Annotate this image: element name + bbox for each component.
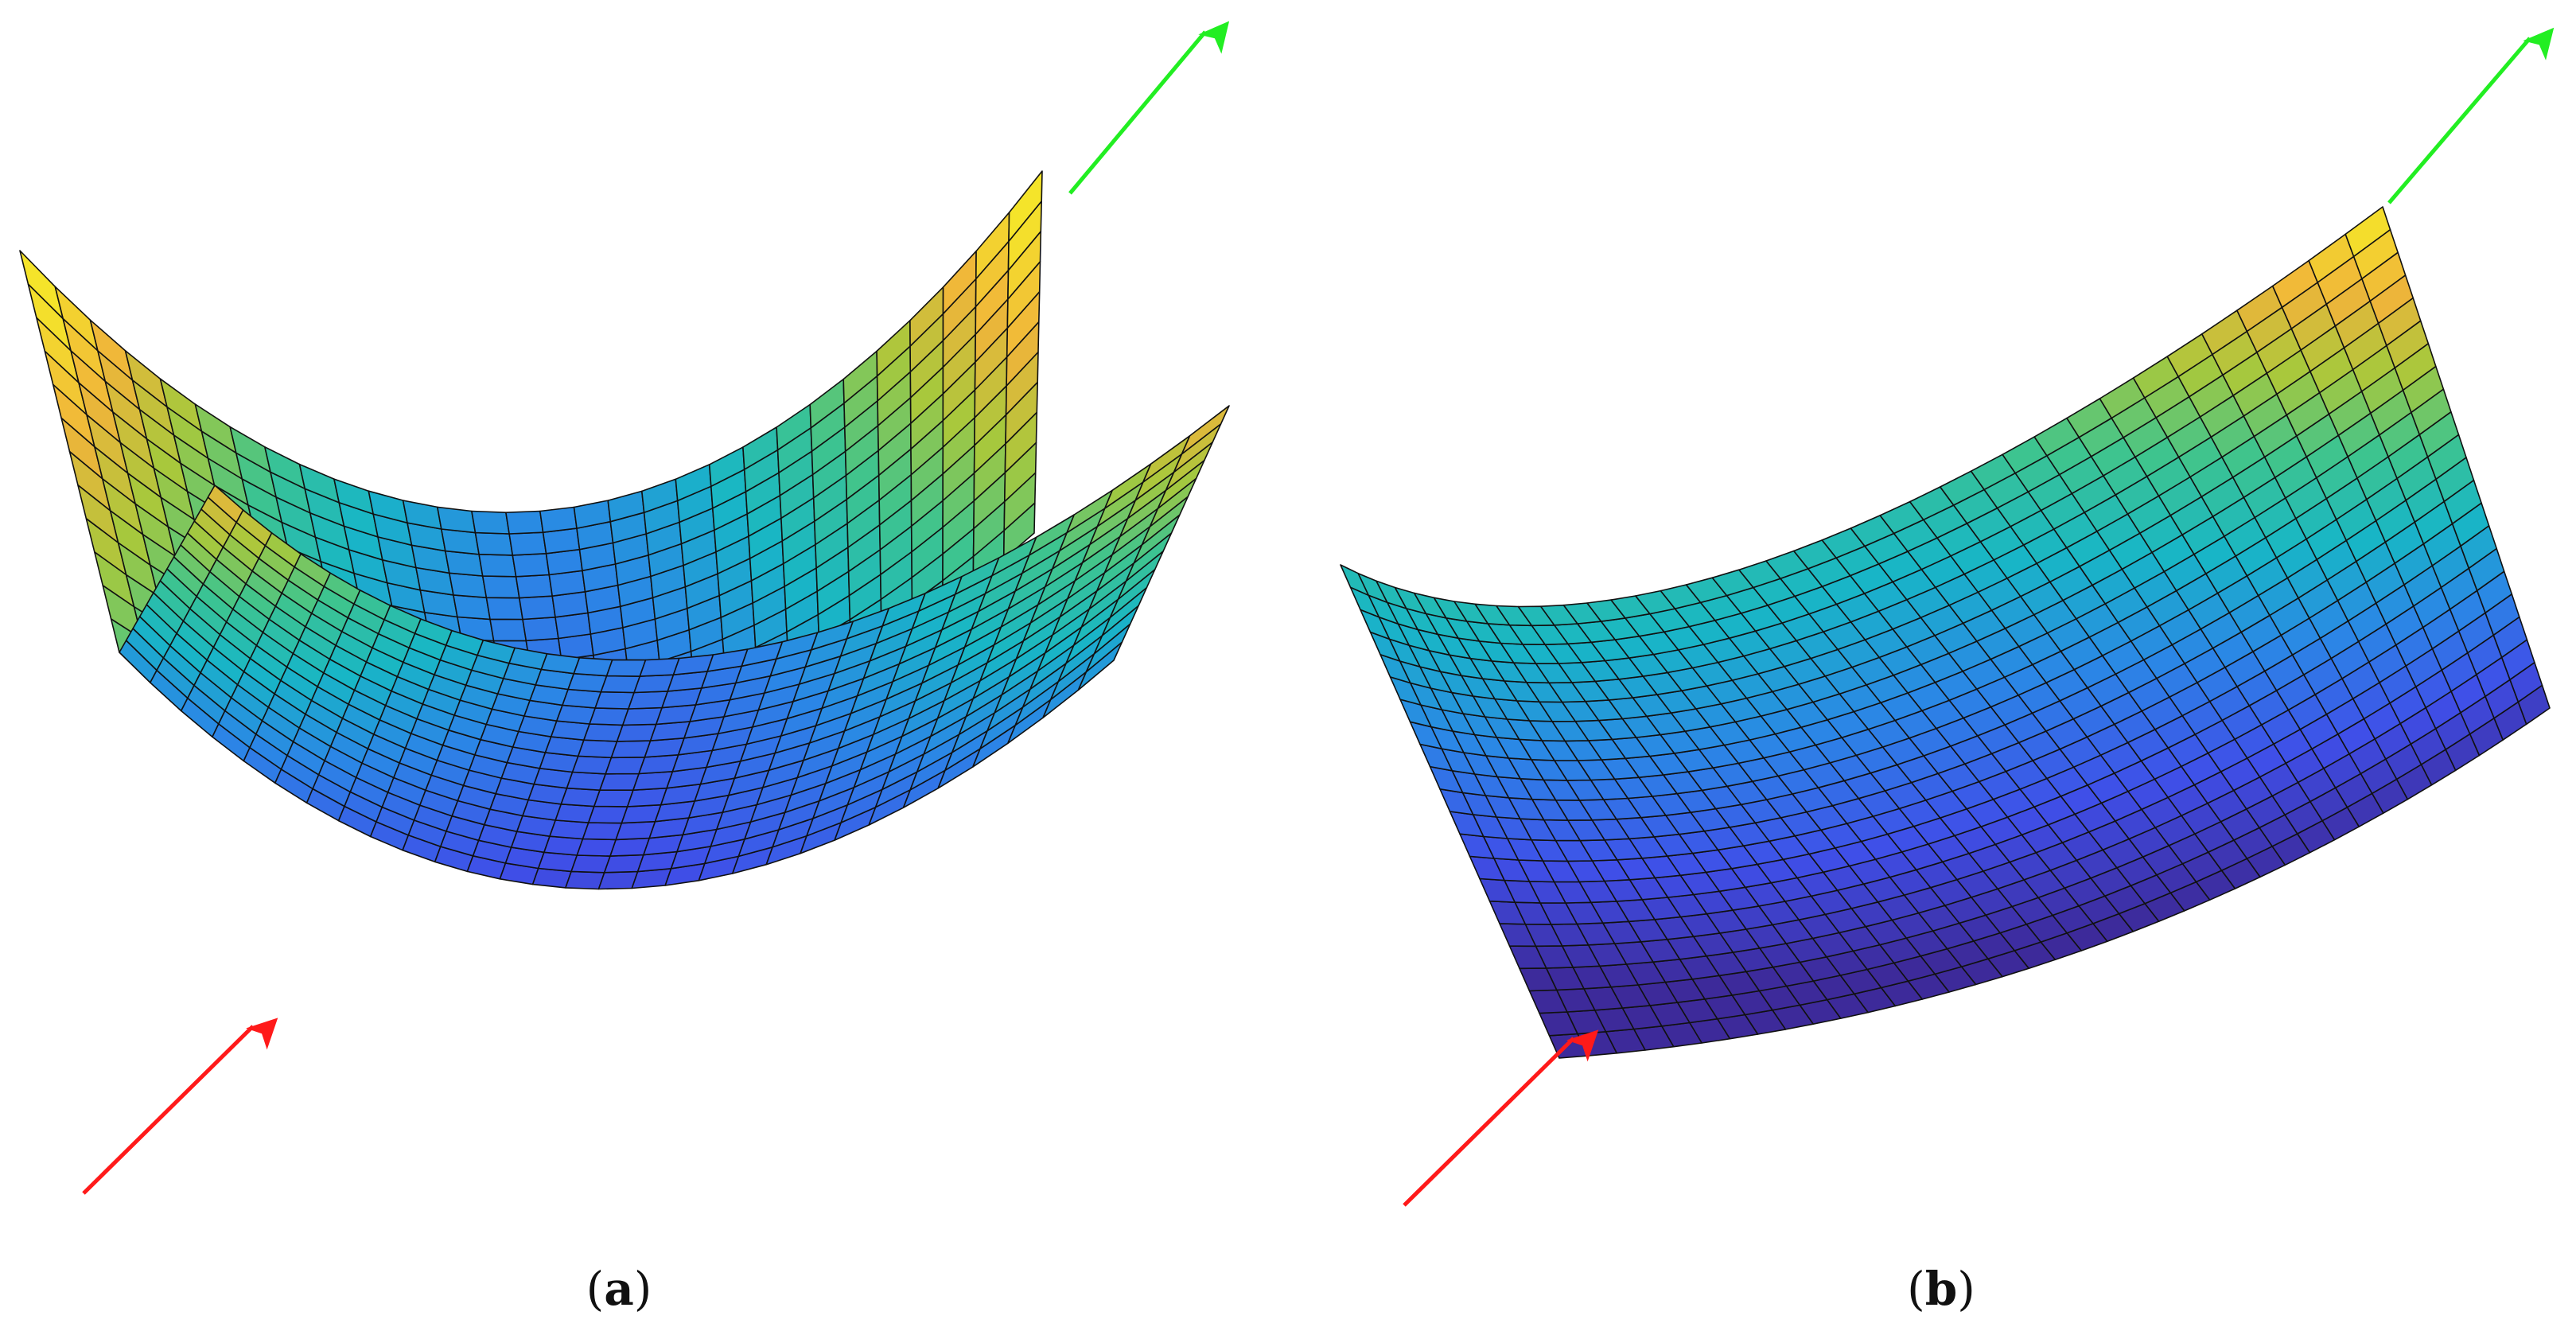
mesh-cell — [512, 552, 551, 578]
front-sheet-a — [119, 405, 1230, 890]
mesh-cell — [621, 706, 663, 726]
mesh-cell — [481, 575, 520, 599]
panel-b: (b) — [1340, 27, 2555, 1316]
mesh-cell — [597, 870, 639, 890]
mesh-cell — [571, 755, 613, 775]
mesh-cell — [555, 803, 595, 823]
panel-a: (a) — [19, 21, 1230, 1316]
mesh-cell — [489, 618, 527, 642]
surface-a-mesh — [19, 170, 1230, 890]
surface-b-mesh — [1340, 206, 2551, 1059]
mesh-cell — [628, 691, 669, 710]
mesh-cell — [599, 772, 640, 792]
mesh-cell — [577, 739, 618, 759]
incoming-arrow-a — [82, 1018, 278, 1195]
mesh-cell — [515, 574, 554, 599]
mesh-cell — [471, 510, 510, 535]
mesh-cell — [600, 675, 641, 694]
mesh-cell — [605, 756, 646, 775]
mesh-cell — [587, 805, 628, 824]
mesh-cell — [583, 723, 624, 742]
mesh-cell — [453, 594, 491, 621]
mesh-cell — [448, 572, 488, 599]
mesh-cell — [485, 597, 523, 621]
mesh-cell — [616, 723, 657, 742]
mesh-cell — [543, 835, 584, 856]
mesh-cell — [593, 789, 634, 807]
mesh-cell — [518, 595, 556, 621]
mesh-cell — [540, 652, 581, 675]
mesh-cell — [610, 740, 652, 759]
mesh-cell — [570, 854, 611, 874]
mesh-cell — [505, 510, 544, 535]
mesh-cell — [1181, 405, 1230, 455]
mesh-cell — [478, 553, 517, 578]
mesh-cell — [560, 787, 601, 807]
outgoing-arrow-a — [1068, 21, 1230, 195]
mesh-cell — [594, 691, 635, 710]
mesh-cell — [565, 870, 605, 890]
mesh-cell — [562, 688, 602, 709]
mesh-cell — [1008, 170, 1043, 243]
caption-b: (b) — [1907, 1262, 1975, 1316]
incoming-arrow-b — [1403, 1029, 1599, 1207]
mesh-cell — [573, 656, 613, 677]
mesh-cell — [474, 531, 514, 556]
mesh-cell — [576, 838, 617, 857]
mesh-cell — [508, 531, 547, 556]
mesh-cell — [582, 822, 623, 841]
mesh-cell — [566, 771, 607, 792]
mesh-cell — [436, 506, 477, 534]
mesh-cell — [539, 506, 578, 534]
mesh-cell — [589, 707, 629, 726]
caption-a: (a) — [586, 1262, 652, 1316]
mesh-cell — [522, 616, 559, 642]
sheet-b — [1340, 206, 2551, 1059]
mesh-cell — [567, 672, 608, 693]
mesh-cell — [549, 819, 590, 840]
mesh-cell — [2344, 206, 2391, 258]
outgoing-arrow-b — [2387, 27, 2555, 204]
mesh-cell — [605, 659, 647, 677]
